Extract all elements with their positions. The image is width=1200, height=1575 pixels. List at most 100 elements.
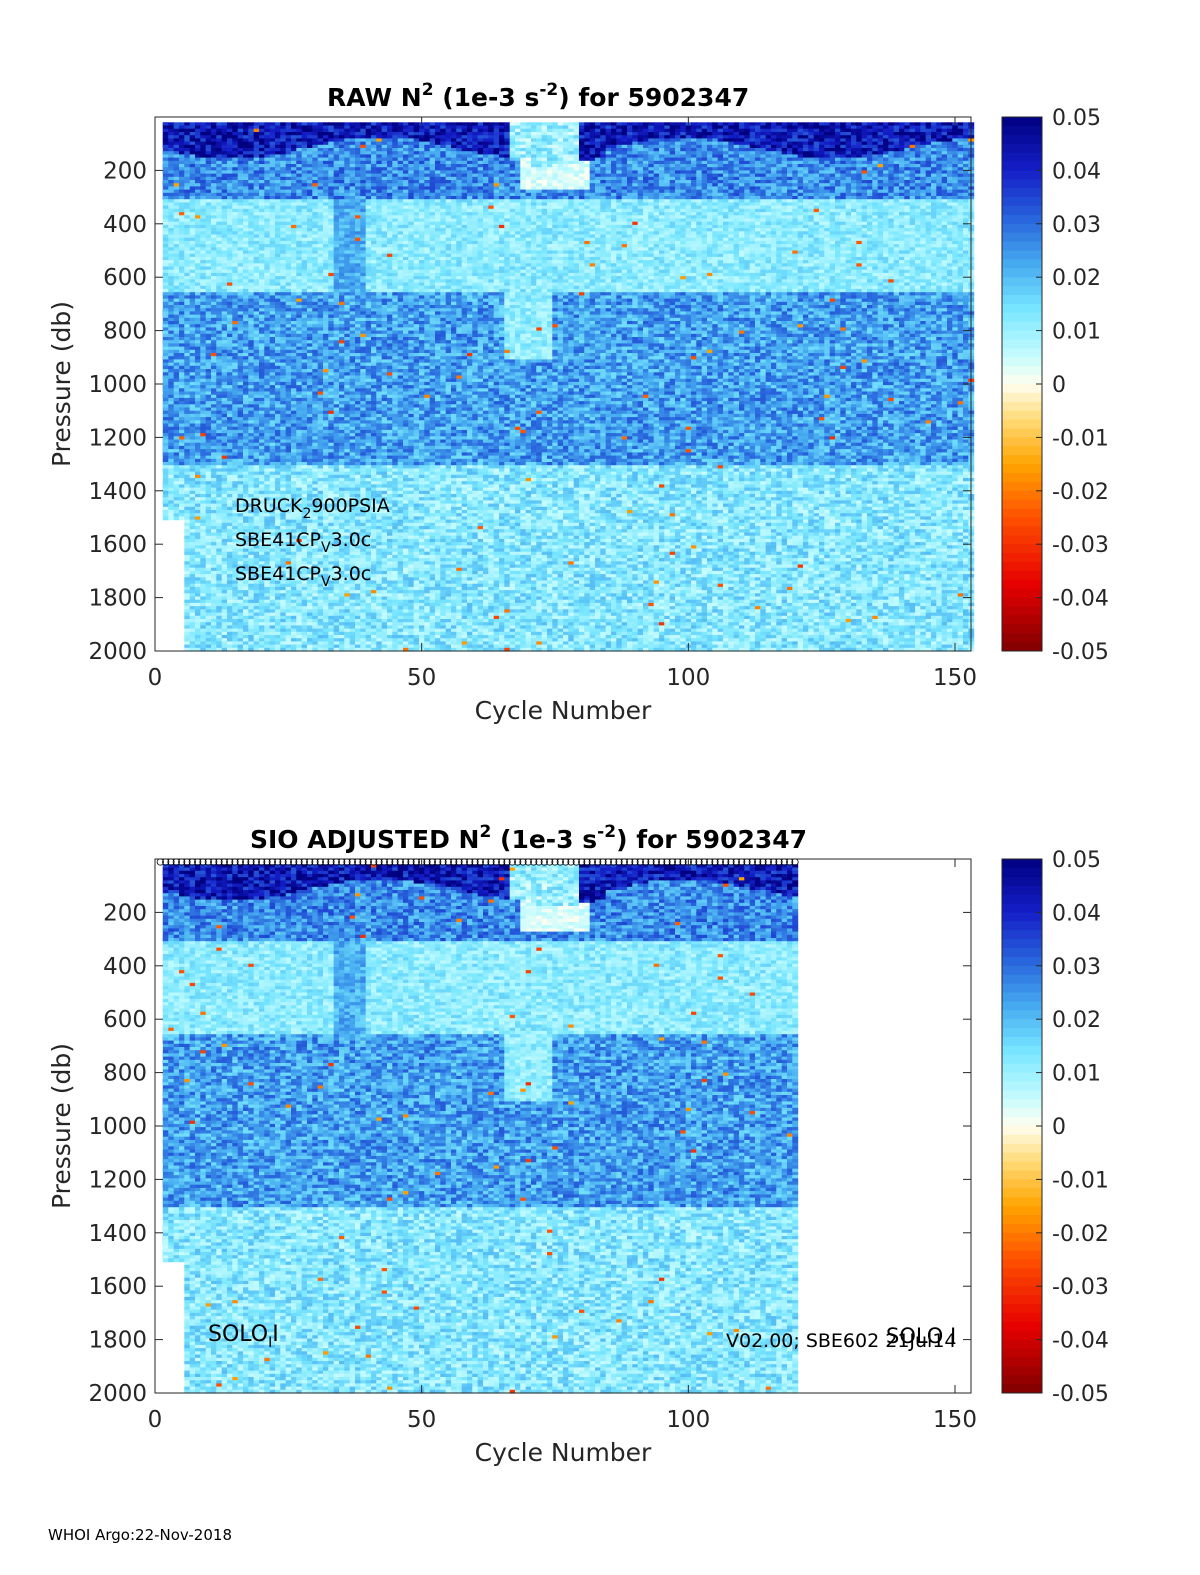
heatmap-cell (173, 276, 180, 280)
heatmap-cell (179, 221, 185, 226)
heatmap-cell (221, 167, 228, 171)
heatmap-cell (221, 148, 228, 152)
heatmap-cell (205, 157, 212, 162)
heatmap-cell (189, 510, 196, 514)
heatmap-cell (168, 288, 175, 293)
heatmap-cell (163, 244, 169, 248)
heatmap-cell (205, 458, 212, 463)
heatmap-cell (195, 282, 201, 287)
heatmap-cell (163, 449, 169, 453)
heatmap-cell (163, 462, 169, 466)
heatmap-cell (221, 199, 228, 203)
heatmap-cell (200, 391, 207, 396)
heatmap-cell (168, 208, 175, 213)
heatmap-cell (163, 250, 169, 255)
heatmap-cell (184, 439, 191, 444)
heatmap-cell (163, 423, 169, 428)
heatmap-cell (168, 401, 175, 405)
heatmap-cell (189, 532, 196, 537)
heatmap-cell (216, 564, 223, 569)
heatmap-cell (173, 231, 180, 236)
heatmap-cell (200, 426, 207, 431)
heatmap-cell (195, 545, 201, 550)
heatmap-cell (200, 532, 207, 537)
heatmap-cell (189, 420, 196, 425)
heatmap-cell (184, 285, 191, 290)
heatmap-cell (189, 186, 196, 191)
heatmap-cell (216, 455, 223, 460)
heatmap-cell (168, 295, 175, 300)
heatmap-cell (221, 311, 228, 316)
heatmap-cell (280, 369, 287, 373)
heatmap-cell (179, 349, 185, 354)
heatmap-cell (163, 189, 169, 194)
heatmap-cell (211, 173, 217, 178)
heatmap-cell (205, 173, 212, 178)
heatmap-cell (216, 487, 223, 492)
heatmap-cell (211, 385, 217, 389)
heatmap-cell (205, 353, 212, 357)
heatmap-cell (179, 372, 185, 377)
heatmap-cell (317, 369, 324, 373)
heatmap-cell (189, 298, 196, 303)
heatmap-cell (195, 612, 201, 617)
heatmap-cell (301, 609, 308, 614)
heatmap-cell (173, 381, 180, 386)
heatmap-cell (195, 279, 201, 284)
heatmap-cell (168, 263, 175, 268)
heatmap-cell (189, 218, 196, 223)
heatmap-cell (195, 157, 201, 162)
heatmap-cell (211, 176, 217, 181)
heatmap-cell (211, 128, 217, 133)
heatmap-cell (216, 458, 223, 463)
heatmap-cell (243, 288, 249, 293)
heatmap-cell (184, 122, 191, 127)
heatmap-cell (216, 551, 223, 556)
heatmap-cell (205, 343, 212, 348)
heatmap-cell (237, 128, 244, 133)
heatmap-cell (216, 471, 223, 476)
heatmap-cell (179, 426, 185, 431)
heatmap-cell (195, 401, 201, 405)
heatmap-cell (232, 288, 239, 293)
heatmap-cell (211, 580, 217, 585)
heatmap-cell (216, 231, 223, 236)
heatmap-cell (168, 484, 175, 489)
heatmap-cell (184, 516, 191, 521)
heatmap-cell (173, 263, 180, 268)
heatmap-cell (184, 602, 191, 607)
heatmap-cell (232, 449, 239, 453)
heatmap-cell (189, 256, 196, 261)
heatmap-cell (184, 468, 191, 473)
heatmap-cell (216, 397, 223, 402)
heatmap-cell (184, 164, 191, 168)
heatmap-cell (184, 513, 191, 517)
heatmap-cell (221, 231, 228, 236)
heatmap-cell (195, 561, 201, 566)
heatmap-cell (179, 218, 185, 223)
heatmap-cell (216, 321, 223, 325)
heatmap-cell (173, 144, 180, 149)
heatmap-cell (184, 625, 191, 630)
heatmap-cell (211, 298, 217, 303)
heatmap-cell (200, 602, 207, 607)
heatmap-cell (211, 253, 217, 258)
heatmap-cell (221, 298, 228, 303)
heatmap-cell (211, 458, 217, 463)
heatmap-cell (189, 305, 196, 309)
heatmap-cell (195, 132, 201, 136)
heatmap-cell (211, 228, 217, 232)
heatmap-cell (221, 240, 228, 245)
heatmap-cell (216, 423, 223, 428)
heatmap-cell (205, 176, 212, 181)
heatmap-cell (168, 420, 175, 425)
heatmap-cell (200, 429, 207, 434)
heatmap-cell (253, 449, 260, 453)
heatmap-cell (184, 385, 191, 389)
heatmap-cell (189, 564, 196, 569)
heatmap-cell (184, 231, 191, 236)
heatmap-cell (179, 423, 185, 428)
heatmap-cell (163, 429, 169, 434)
heatmap-cell (168, 141, 175, 146)
heatmap-cell (200, 606, 207, 610)
